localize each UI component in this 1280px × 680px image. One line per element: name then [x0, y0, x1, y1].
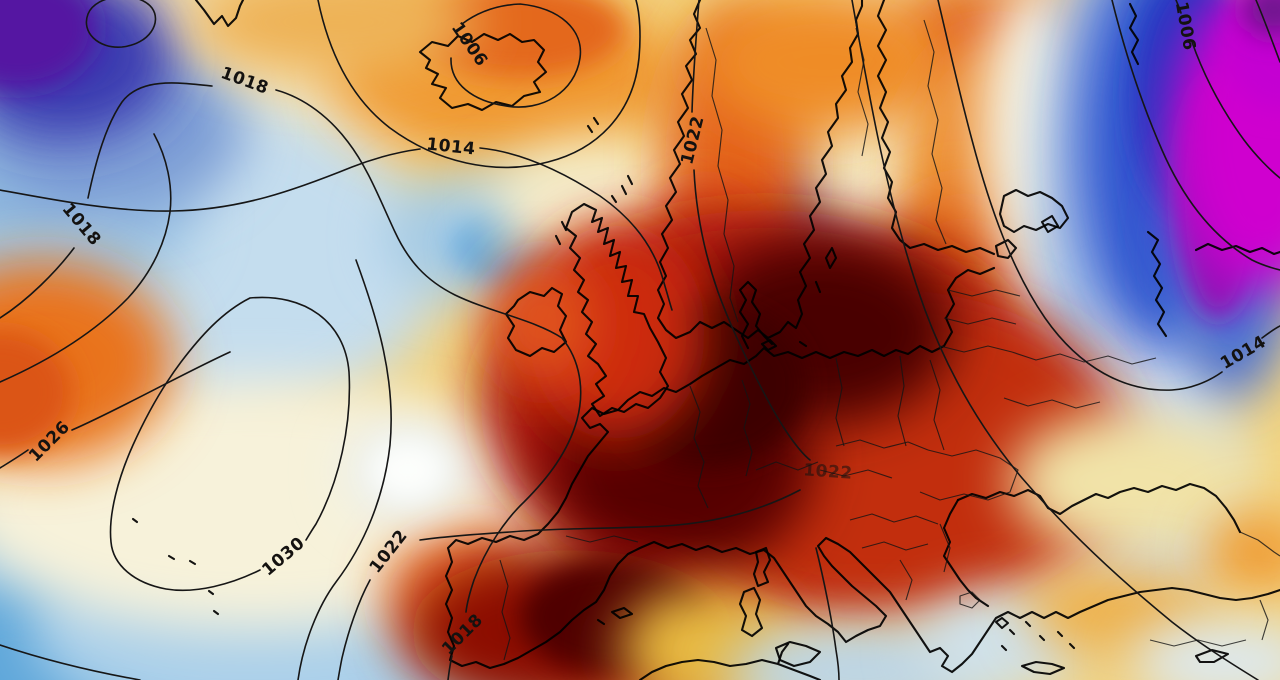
hebrides: [554, 220, 568, 246]
anomaly-region: [700, 0, 950, 134]
iceland-coast: [418, 32, 548, 112]
border-pyrenees: [565, 535, 639, 543]
isobar-1022-west-hook: [0, 133, 172, 383]
anatolia-lake: [994, 616, 1010, 630]
faroe-islands: [586, 116, 600, 134]
border-turkey-south: [1149, 599, 1269, 647]
baltic-south-coast: [444, 266, 1280, 674]
anomaly-region: [0, 0, 98, 90]
north-russia-coast: [1146, 230, 1280, 338]
isobar-1010-east: [1111, 0, 1280, 271]
border-balkans: [849, 513, 981, 609]
scandinavia-coast: [656, 0, 864, 340]
balearics: [596, 606, 634, 626]
anomaly-region: [0, 330, 72, 454]
ireland-coast: [504, 286, 568, 358]
border-baltics: [939, 289, 1021, 353]
isobar-1030-loop: [109, 296, 351, 592]
white-sea-coast: [998, 188, 1070, 234]
sicily: [774, 640, 822, 668]
black-sea-west-coast: [942, 498, 990, 608]
anomaly-region: [1130, 620, 1280, 680]
corsica: [752, 546, 772, 588]
border-carpathia: [919, 449, 1019, 501]
shetland-orkney: [610, 174, 634, 204]
isobar-1014-east: [937, 0, 1280, 391]
anomaly-region: [190, 0, 480, 77]
isobar-1026-west: [0, 351, 231, 469]
novaya-zemlya-fragment: [1128, 2, 1140, 66]
azores-islands: [131, 517, 220, 616]
isobar-1026-east: [297, 259, 392, 680]
isobar-1018-main: [0, 82, 582, 680]
ladoga-onega-lakes: [994, 214, 1060, 260]
border-norway-sweden: [705, 27, 739, 323]
isobar-1006-iceland: [450, 3, 582, 108]
border-alps-south: [755, 461, 819, 471]
great-britain-coast: [564, 202, 670, 418]
isobar-1022-norway-alps-iberia: [337, 0, 811, 680]
border-czech-austria: [819, 439, 929, 479]
sardinia: [738, 586, 764, 638]
border-portugal-spain: [499, 559, 511, 661]
isobar-mediterranean-segment: [815, 547, 840, 680]
anomaly-region: [490, 260, 594, 384]
black-sea-north-coast: [956, 482, 1242, 534]
gotland-oland: [814, 246, 838, 294]
country-borders: [499, 19, 1280, 661]
anomaly-region: [1242, 0, 1280, 36]
isobar-greenland-loop: [85, 0, 157, 48]
isobar-1018-east: [851, 0, 1259, 680]
danish-islands: [760, 338, 808, 352]
border-ukraine-russia: [1003, 351, 1157, 409]
isobar-1006-corner: [1175, 0, 1280, 179]
border-finland-russia: [923, 19, 947, 245]
border-france-east: [689, 379, 753, 509]
anomaly-region: [1010, 410, 1260, 554]
isobar-1014-west: [0, 147, 673, 311]
isobar-1010-ring: [317, 0, 641, 169]
border-caucasus: [1239, 531, 1280, 557]
coastlines: [131, 0, 1280, 680]
jutland-detail: [738, 280, 774, 350]
finland-baltic-coast: [876, 0, 996, 256]
anomaly-region: [1206, 514, 1280, 590]
crete: [1020, 660, 1066, 676]
cyprus: [1194, 648, 1230, 664]
aegean-islands: [1000, 620, 1076, 652]
greenland-coast: [194, 0, 245, 28]
isobar-sw-corner: [0, 644, 141, 680]
north-africa-coast: [638, 642, 822, 680]
isobar-label: 1022: [803, 460, 854, 483]
isobar-corner-inner: [1255, 0, 1280, 63]
border-poland-east: [835, 355, 945, 451]
